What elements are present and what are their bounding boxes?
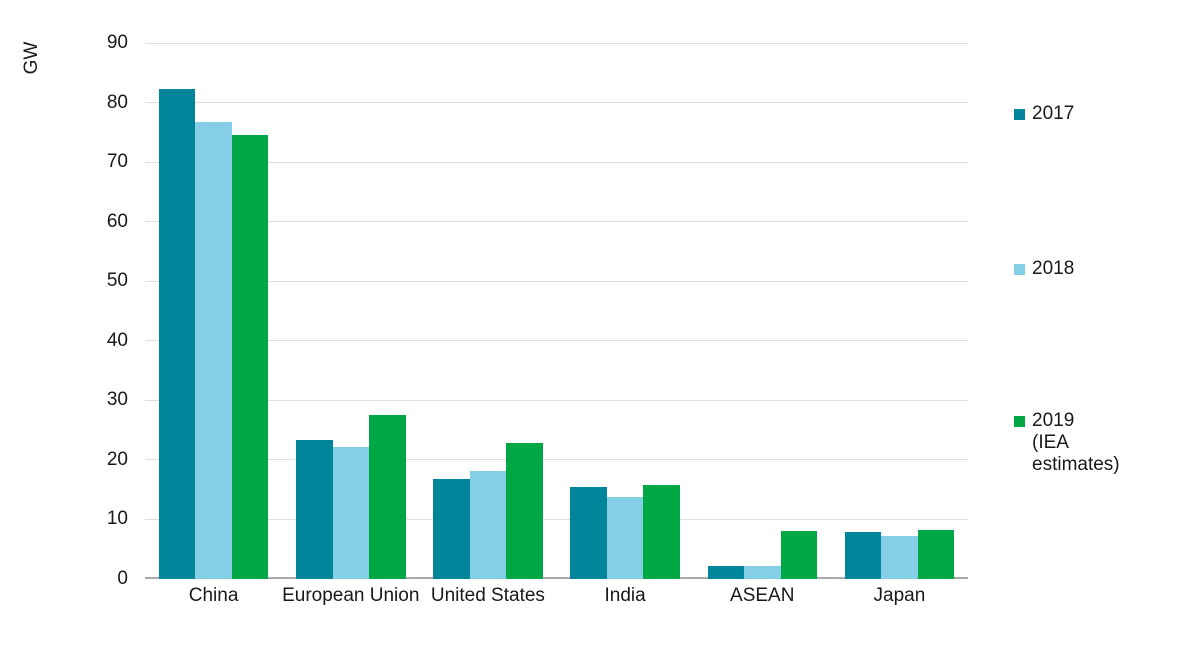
y-tick-label-30: 30 — [106, 389, 128, 411]
x-category-label-india: India — [604, 585, 646, 606]
bar-japan-2019-iea-estimates — [917, 530, 955, 579]
x-category-label-united-states: United States — [430, 585, 545, 606]
bar-european-union-2019-iea-estimates — [369, 415, 406, 579]
gridline — [145, 102, 968, 104]
y-tick-label-80: 80 — [106, 91, 128, 113]
bar-european-union-2018 — [332, 446, 369, 579]
bar-european-union-2017 — [296, 440, 333, 579]
bar-united-states-2019-iea-estimates — [506, 443, 543, 579]
y-tick-label-90: 90 — [106, 32, 128, 53]
bar-china-2019-iea-estimates — [231, 135, 269, 579]
bar-india-2017 — [570, 486, 607, 579]
legend-label-2018: 2018 — [1032, 258, 1075, 279]
bar-china-2017 — [158, 89, 196, 579]
bar-asean-2017 — [707, 565, 744, 579]
bar-united-states-2017 — [433, 478, 470, 579]
legend-marker-2018 — [1014, 264, 1025, 275]
y-tick-label-40: 40 — [106, 329, 128, 351]
legend-label-2017: 2017 — [1032, 103, 1075, 124]
y-tick-label-0: 0 — [117, 568, 128, 589]
bar-japan-2017 — [844, 531, 882, 579]
gridline — [145, 161, 968, 163]
bar-india-2018 — [606, 496, 644, 579]
legend-item-2017: 2017 — [1014, 103, 1142, 125]
x-category-label-european-union: European Union — [282, 585, 420, 606]
bar-asean-2019-iea-estimates — [780, 530, 817, 579]
bar-united-states-2018 — [469, 470, 507, 579]
y-axis-unit-label: GW — [21, 41, 42, 75]
gridline — [145, 221, 968, 223]
bar-india-2019-iea-estimates — [643, 485, 680, 579]
bar-japan-2018 — [881, 536, 918, 579]
legend-item-2018: 2018 — [1014, 258, 1142, 280]
legend-item-2019-iea-estimates: 2019 (IEA estimates) — [1014, 410, 1142, 476]
legend-marker-2017 — [1014, 109, 1025, 120]
legend-label-2019-iea-estimates: 2019 (IEA estimates) — [1032, 410, 1120, 475]
legend-marker-2019-iea-estimates — [1014, 416, 1025, 427]
x-category-label-asean: ASEAN — [730, 585, 795, 606]
gridline — [145, 42, 968, 44]
plot-area — [145, 42, 968, 579]
x-category-label-china: China — [188, 585, 239, 606]
gridline — [145, 340, 968, 342]
bar-china-2018 — [195, 122, 232, 579]
bar-asean-2018 — [744, 565, 781, 579]
gridline — [145, 459, 968, 461]
x-category-label-japan: Japan — [873, 585, 926, 606]
gridline — [145, 280, 968, 282]
y-tick-label-50: 50 — [106, 270, 128, 292]
y-tick-label-20: 20 — [106, 448, 128, 470]
gridline — [145, 399, 968, 401]
y-tick-label-70: 70 — [106, 151, 128, 173]
y-tick-label-60: 60 — [106, 210, 128, 232]
gridline — [145, 518, 968, 520]
y-tick-label-10: 10 — [106, 508, 128, 530]
x-axis-line — [145, 577, 968, 579]
